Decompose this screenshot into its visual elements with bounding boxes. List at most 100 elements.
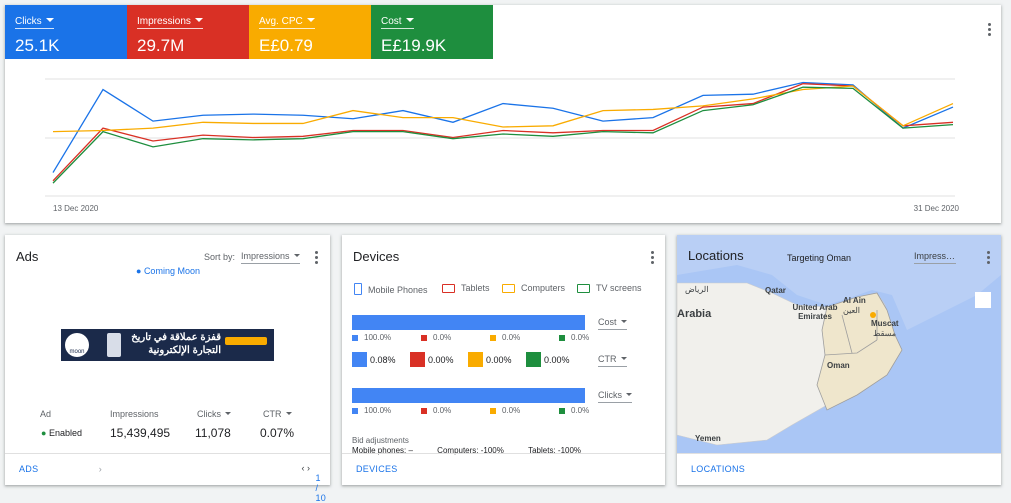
locations-card: Locations Targeting Oman Impressions Qat… [677, 235, 1001, 485]
legend-dot [352, 335, 358, 341]
x-tick-label: 13 Dec 2020 [53, 204, 99, 213]
link[interactable]: ADS [19, 464, 39, 474]
metric-name: Clicks [15, 16, 54, 29]
legend-dot [490, 335, 496, 341]
value-label: 0.00% [544, 355, 570, 365]
legend-icon [502, 284, 515, 293]
cell: 11,078 [195, 426, 231, 440]
map-label: Al Ain [843, 296, 866, 305]
legend-dot [421, 408, 427, 414]
col[interactable]: Clicks [197, 409, 231, 421]
menu[interactable] [651, 251, 654, 266]
bar-segment [352, 315, 585, 330]
value-label: 100.0% [364, 406, 392, 415]
metric-tile[interactable]: Cost E£19.9K [371, 5, 493, 59]
legend-dot [559, 408, 565, 414]
legend-dot [421, 335, 427, 341]
metric-name: Impressions [137, 16, 203, 29]
map-label: الرياض [685, 285, 709, 294]
devices-card: Devices Bid adjustments Mobile phones: –… [342, 235, 665, 485]
footer: LOCATIONS [677, 453, 1001, 485]
legend-dot [490, 408, 496, 414]
line [52, 86, 954, 184]
value-label: 0.0% [433, 333, 452, 342]
targeting: Targeting Oman [787, 253, 852, 263]
cell: 15,439,495 [110, 426, 171, 440]
metric-dropdown[interactable]: CTR [598, 354, 627, 367]
metric-name: Cost [381, 16, 414, 29]
footer: ADS › ‹ 1 / 10 › [5, 453, 330, 503]
link[interactable]: LOCATIONS [691, 464, 746, 474]
value-label: 0.08% [370, 355, 396, 365]
title: Ads [16, 249, 39, 264]
line-chart: 13 Dec 2020 31 Dec 2020 [45, 78, 960, 213]
metric-dropdown[interactable]: Cost [598, 317, 627, 330]
col[interactable]: CTR [263, 409, 292, 421]
campaign: ● Coming Moon [136, 266, 200, 276]
title: Devices [353, 249, 400, 264]
metric-value: 29.7M [137, 36, 185, 55]
bid: Mobile phones: – [352, 446, 413, 455]
legend-label: TV screens [596, 283, 642, 293]
map-label: United Arab Emirates [792, 303, 838, 321]
metric-value: E£0.79 [259, 36, 313, 55]
banner-line: قفزة عملاقة في تاريخ [131, 332, 221, 343]
map-label: Yemen [695, 434, 721, 443]
performance-card: 13 Dec 2020 31 Dec 2020 Clicks 25.1K Impres… [5, 5, 1001, 223]
banner-button [225, 337, 267, 345]
phone [107, 333, 121, 357]
x-tick-label: 31 Dec 2020 [914, 204, 960, 213]
metric-tile[interactable]: Clicks 25.1K [5, 5, 127, 59]
legend-item: Tablets [442, 283, 490, 293]
value-label: 0.0% [433, 406, 452, 415]
map [677, 235, 1001, 454]
title: Locations [688, 248, 744, 263]
bid-title: Bid adjustments [352, 436, 409, 445]
map-label: العين [843, 306, 861, 315]
metric-dropdown[interactable]: Impressions [914, 251, 956, 264]
menu[interactable] [315, 251, 318, 266]
value-label: 0.00% [486, 355, 512, 365]
legend-label: Tablets [461, 283, 490, 293]
banner-line: التجارة الإلكترونية [148, 345, 221, 356]
map-label: Arabia [677, 308, 712, 320]
menu[interactable] [988, 23, 991, 38]
metric-tile[interactable]: Impressions 29.7M [127, 5, 249, 59]
metric-name: Avg. CPC [259, 16, 315, 29]
value-label: 0.00% [428, 355, 454, 365]
value-label: 0.0% [502, 406, 521, 415]
menu[interactable] [987, 251, 990, 266]
legend-icon [577, 284, 590, 293]
value-label: 0.0% [571, 406, 590, 415]
footer: DEVICES [342, 453, 665, 485]
status-text: Enabled [48, 428, 82, 438]
legend-label: Computers [521, 283, 566, 293]
campaign-name: Coming Moon [143, 266, 200, 276]
sort-label: Sort by: [204, 252, 236, 262]
metric-dropdown[interactable]: Clicks [598, 390, 632, 403]
value-label: 100.0% [364, 333, 392, 342]
line [52, 83, 954, 182]
legend-item: TV screens [577, 283, 642, 293]
city [870, 312, 876, 318]
line [52, 85, 954, 133]
map-label: Oman [827, 361, 850, 370]
banner-logo: moon [65, 333, 89, 357]
line [52, 81, 954, 173]
link[interactable]: DEVICES [356, 464, 398, 474]
metric-value: E£19.9K [381, 36, 447, 55]
legend-dot [352, 408, 358, 414]
metric-tile[interactable]: Avg. CPC E£0.79 [249, 5, 371, 59]
col: Impressions [110, 409, 159, 419]
swatch [468, 352, 483, 367]
swatch [526, 352, 541, 367]
bar-segment [352, 388, 585, 403]
sort-dropdown[interactable]: Impressions [241, 251, 300, 264]
legend-dot [559, 335, 565, 341]
fullscreen[interactable] [975, 292, 991, 308]
pager[interactable]: ‹ 1 / 10 › [301, 463, 327, 503]
metric-value: 25.1K [15, 36, 60, 55]
col: Ad [40, 409, 52, 419]
bid: Computers: -100% [437, 446, 504, 455]
